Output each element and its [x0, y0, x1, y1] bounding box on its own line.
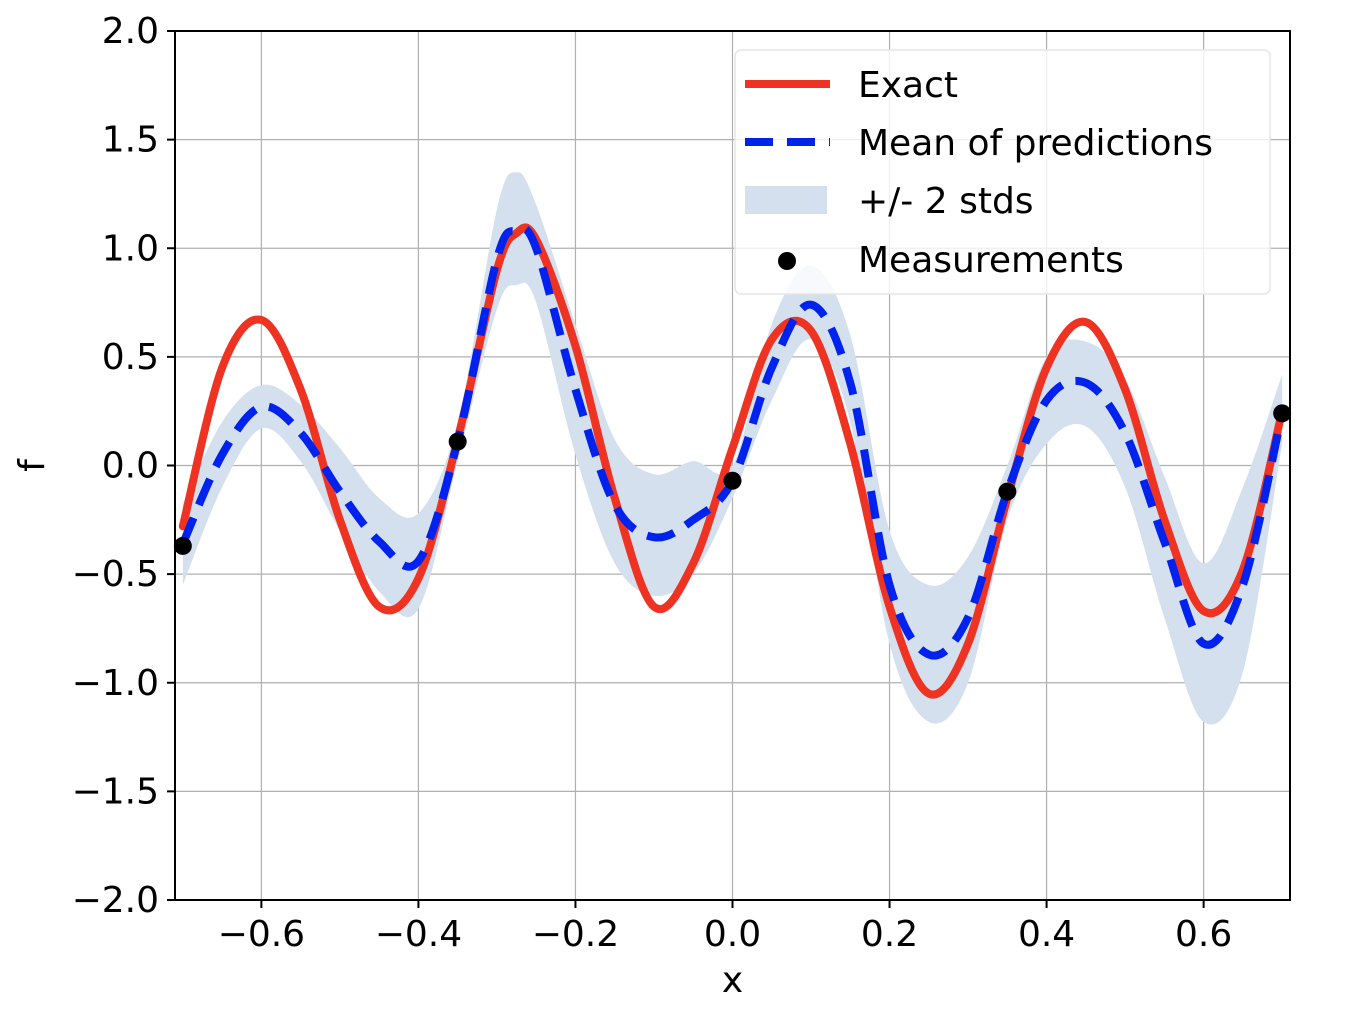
measurement-point [448, 432, 467, 451]
y-tick-label: 0.5 [102, 337, 159, 378]
series-line-exact [178, 223, 1287, 699]
x-axis-label: x [722, 960, 743, 1001]
x-tick-label: 0.2 [861, 914, 918, 955]
measurement-point [1273, 404, 1292, 423]
x-tick-label: −0.6 [218, 914, 305, 955]
y-tick-label: 1.0 [102, 228, 159, 269]
measurement-points [173, 404, 1292, 555]
legend-label: Measurements [858, 240, 1124, 281]
x-tick-label: 0.4 [1018, 914, 1075, 955]
y-tick-label: −0.5 [72, 554, 159, 595]
x-tick-label: −0.4 [375, 914, 462, 955]
axis-ticks: −0.6 −0.4 −0.2 0.0 0.2 0.4 0.6 2.0 1.5 1.0 0.5 0.0 −… [72, 11, 1233, 955]
y-tick-label: 2.0 [102, 11, 159, 52]
y-tick-label: −2.0 [72, 880, 159, 921]
measurement-point [998, 482, 1017, 501]
legend-label: +/- 2 stds [858, 181, 1034, 222]
x-tick-label: 0.0 [704, 914, 761, 955]
measurement-point [173, 536, 192, 555]
legend-swatch-band [745, 186, 827, 214]
y-tick-label: 0.0 [102, 446, 159, 487]
legend-box [734, 49, 1271, 295]
y-tick-label: −1.5 [72, 771, 159, 812]
measurement-point [723, 471, 742, 490]
legend-swatch-measurements [778, 252, 796, 270]
legend-label: Exact [858, 65, 958, 106]
y-tick-label: −1.0 [72, 663, 159, 704]
x-tick-label: −0.2 [532, 914, 619, 955]
legend-label: Mean of predictions [858, 123, 1213, 164]
y-tick-label: 1.5 [102, 120, 159, 161]
x-tick-label: 0.6 [1175, 914, 1232, 955]
series-lines [178, 223, 1287, 699]
legend: Exact Mean of predictions +/- 2 stds Measur… [734, 49, 1271, 295]
y-axis-label: f [12, 458, 53, 472]
